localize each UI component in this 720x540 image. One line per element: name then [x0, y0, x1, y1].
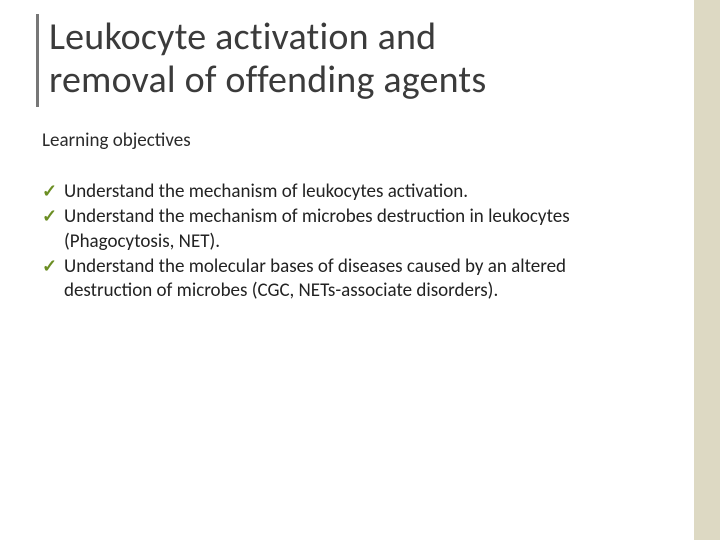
- slide-title: Leukocyte activation and removal of offe…: [49, 16, 694, 101]
- subheading: Learning objectives: [42, 129, 694, 152]
- title-block: Leukocyte activation and removal of offe…: [36, 14, 694, 107]
- objectives-list: ✓ Understand the mechanism of leukocytes…: [42, 180, 642, 304]
- list-item: ✓ Understand the mechanism of leukocytes…: [42, 180, 642, 204]
- check-icon: ✓: [42, 255, 57, 278]
- title-line-2: removal of offending agents: [49, 57, 486, 103]
- title-line-1: Leukocyte activation and: [49, 14, 436, 60]
- accent-sidebar: [694, 0, 720, 540]
- list-item-text: Understand the mechanism of leukocytes a…: [64, 180, 468, 203]
- check-icon: ✓: [42, 205, 57, 228]
- list-item: ✓ Understand the mechanism of microbes d…: [42, 205, 642, 254]
- check-icon: ✓: [42, 180, 57, 203]
- slide-content: Leukocyte activation and removal of offe…: [0, 0, 694, 540]
- list-item-text: Understand the mechanism of microbes des…: [64, 205, 570, 252]
- list-item: ✓ Understand the molecular bases of dise…: [42, 255, 642, 304]
- list-item-text: Understand the molecular bases of diseas…: [64, 255, 566, 302]
